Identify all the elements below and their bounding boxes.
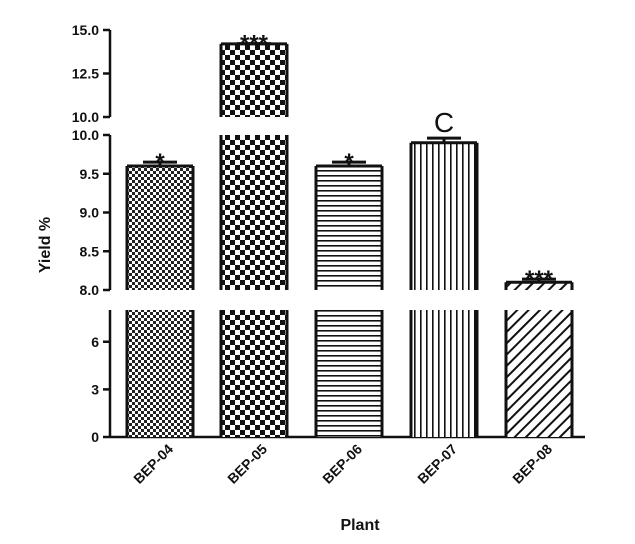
bar-segment bbox=[316, 310, 382, 437]
x-tick-label: BEP-06 bbox=[319, 441, 365, 487]
category-labels: BEP-04 BEP-05 BEP-06 BEP-07 BEP-08 bbox=[130, 441, 555, 487]
y-tick-label: 9.0 bbox=[80, 205, 100, 221]
bar-segment bbox=[221, 310, 287, 437]
bar-segment bbox=[506, 282, 572, 290]
y-tick-label: 9.5 bbox=[80, 166, 100, 182]
x-axis-title: Plant bbox=[340, 517, 380, 534]
bar-segment bbox=[221, 43, 287, 117]
significance-label: *** bbox=[240, 31, 269, 58]
bar-bep-05 bbox=[219, 42, 289, 437]
y-tick-label: 0 bbox=[91, 429, 99, 445]
bar-segment bbox=[506, 310, 572, 437]
y-tick-label: 12.5 bbox=[72, 66, 99, 82]
bar-segment bbox=[127, 166, 193, 290]
significance-label: * bbox=[344, 149, 354, 176]
y-tick-label: 10.0 bbox=[72, 109, 99, 125]
significance-label: C bbox=[434, 107, 454, 138]
significance-label: *** bbox=[525, 266, 554, 293]
bar-bep-08 bbox=[504, 277, 574, 437]
bar-bep-07 bbox=[409, 136, 479, 437]
bars: *****C*** bbox=[125, 31, 574, 437]
x-tick-label: BEP-05 bbox=[224, 441, 270, 487]
significance-label: * bbox=[155, 149, 165, 176]
bar-bep-04 bbox=[125, 160, 195, 437]
y-tick-label: 15.0 bbox=[72, 22, 99, 38]
y-tick-label: 8.5 bbox=[80, 243, 100, 259]
y-tick-label: 6 bbox=[91, 334, 99, 350]
bar-segment bbox=[316, 166, 382, 290]
y-tick-label: 3 bbox=[91, 381, 99, 397]
y-tick-label: 8.0 bbox=[80, 282, 100, 298]
bar-bep-06 bbox=[314, 160, 384, 437]
y-tick-label: 10.0 bbox=[72, 127, 99, 143]
x-tick-label: BEP-04 bbox=[130, 441, 176, 487]
x-tick-label: BEP-08 bbox=[509, 441, 555, 487]
x-tick-label: BEP-07 bbox=[414, 441, 460, 487]
bar-segment bbox=[127, 310, 193, 437]
y-axis-title: Yield % bbox=[37, 217, 54, 273]
bar-segment bbox=[411, 310, 477, 437]
bar-segment bbox=[411, 142, 477, 290]
bar-segment bbox=[221, 135, 287, 290]
